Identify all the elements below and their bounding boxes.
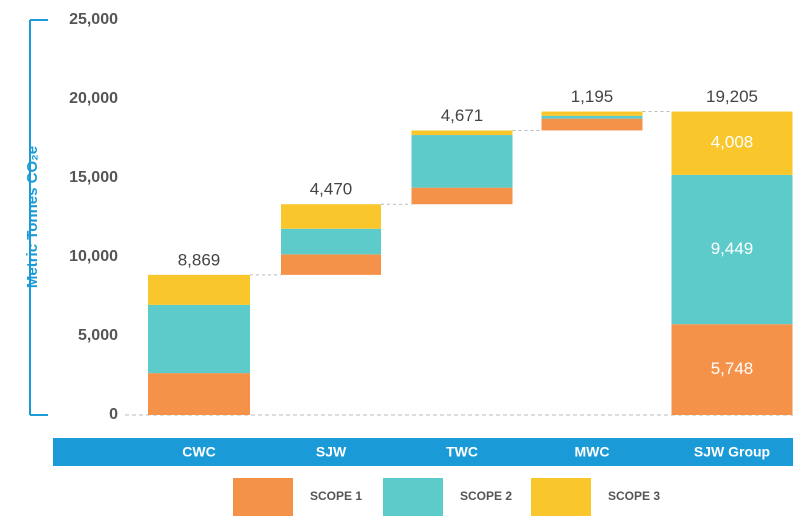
segment-label: 4,008: [711, 133, 754, 152]
bar-segment: [671, 174, 793, 325]
y-tick-label: 10,000: [69, 248, 118, 265]
bar-segment: [281, 254, 381, 275]
bar-segment: [541, 118, 643, 131]
x-tick-label: MWC: [575, 444, 610, 460]
category-band: [53, 438, 793, 466]
legend-swatch: [233, 478, 293, 516]
y-tick-label: 5,000: [78, 327, 118, 344]
x-tick-label: SJW: [316, 444, 347, 460]
y-tick-label: 25,000: [69, 11, 118, 28]
legend-swatch: [531, 478, 591, 516]
bar-segment: [671, 111, 793, 175]
bar-segment: [411, 130, 513, 136]
total-label: 8,869: [178, 250, 221, 269]
bar-segment: [148, 304, 250, 374]
legend-swatch: [383, 478, 443, 516]
bar-segment: [411, 187, 513, 205]
total-label: 4,671: [441, 106, 484, 125]
legend-label: SCOPE 2: [460, 489, 512, 503]
total-label: 1,195: [571, 87, 614, 106]
bar-segment: [541, 111, 643, 116]
bar-segment: [148, 373, 250, 415]
segment-label: 9,449: [711, 239, 754, 258]
bar-segment: [671, 324, 793, 415]
bar-segment: [281, 204, 381, 229]
segment-label: 5,748: [711, 359, 754, 378]
bar-segment: [541, 115, 643, 119]
y-tick-label: 15,000: [69, 169, 118, 186]
y-tick-label: 20,000: [69, 90, 118, 107]
bar-segment: [281, 228, 381, 255]
y-axis-label: Metric Tonnes CO₂e: [24, 146, 41, 288]
bar-segment: [411, 135, 513, 188]
x-tick-label: CWC: [182, 444, 215, 460]
total-label: 19,205: [706, 87, 758, 106]
legend-label: SCOPE 3: [608, 489, 660, 503]
total-label: 4,470: [310, 180, 353, 199]
legend-label: SCOPE 1: [310, 489, 362, 503]
x-tick-label: SJW Group: [694, 444, 770, 460]
bar-segment: [148, 274, 250, 305]
x-tick-label: TWC: [446, 444, 478, 460]
y-tick-label: 0: [109, 406, 118, 423]
